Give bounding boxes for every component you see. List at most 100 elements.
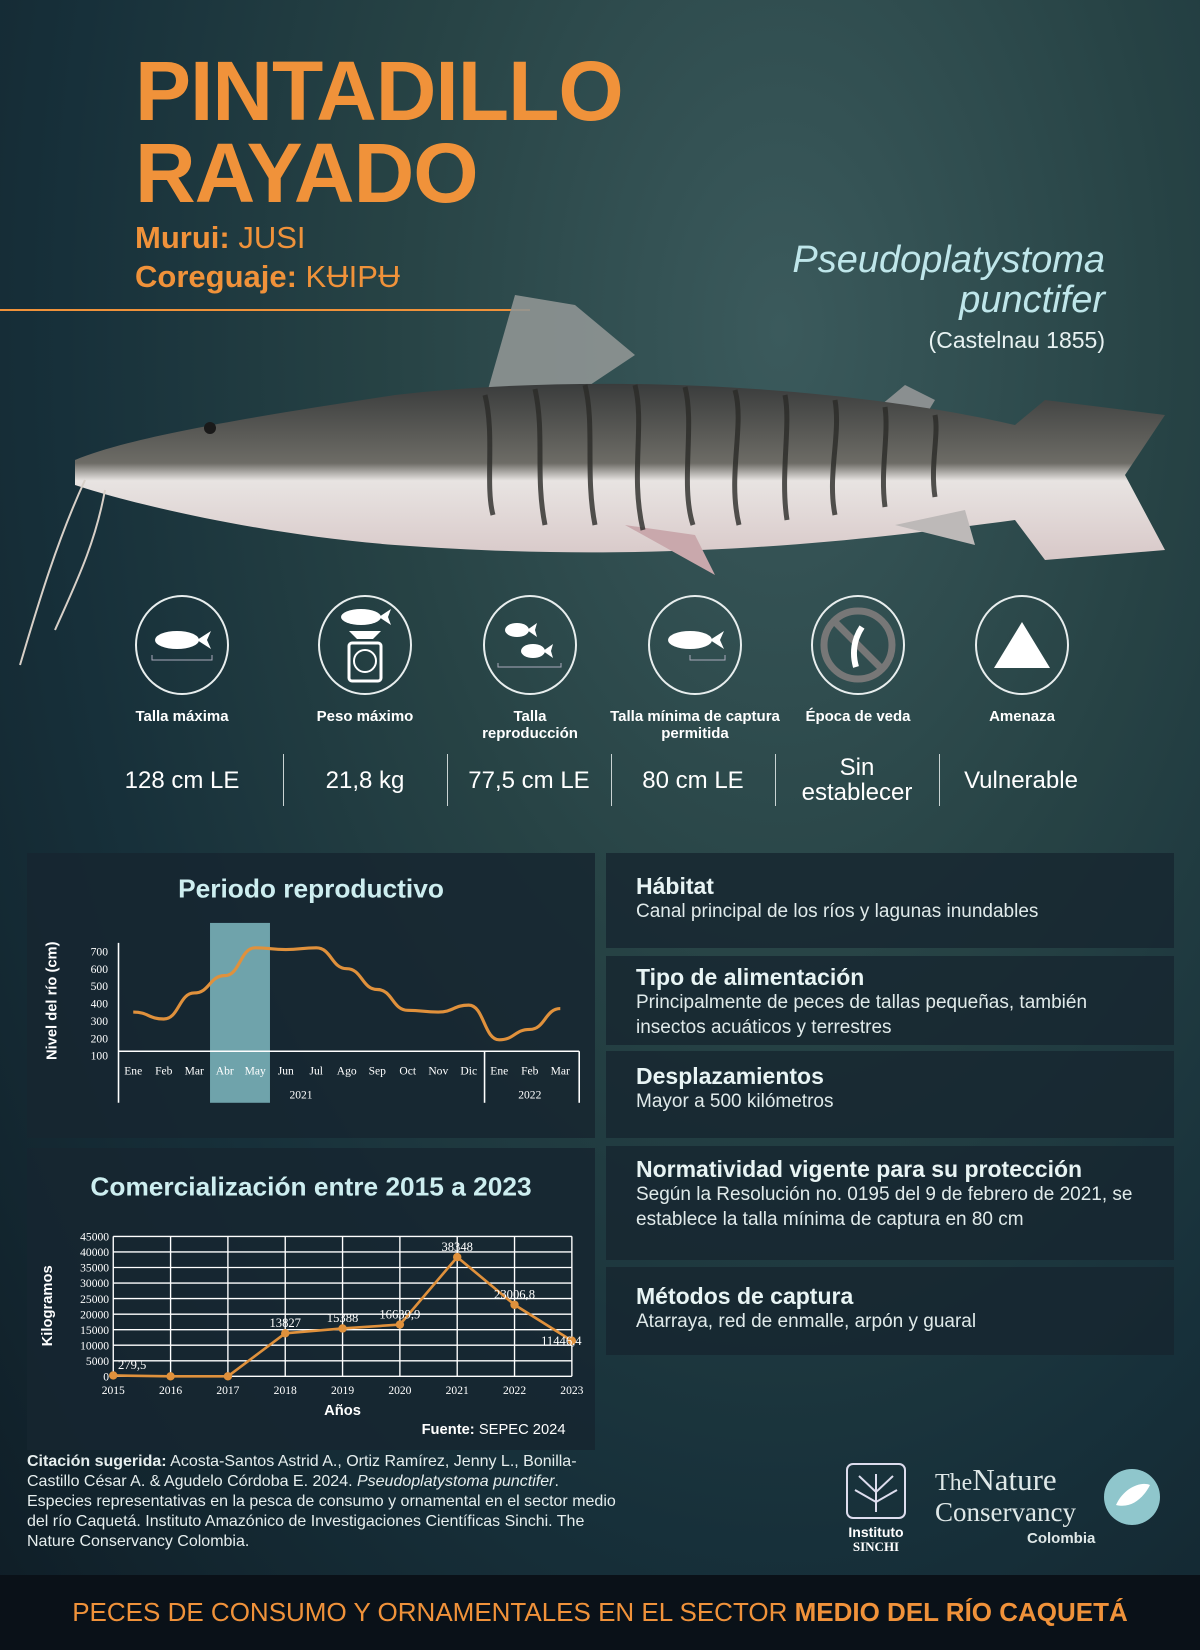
x-tick-label: 2016 [159,1384,182,1397]
info-feeding: Tipo de alimentación Principalmente de pe… [606,956,1174,1045]
data-point [510,1300,519,1309]
scientific-name: Pseudoplatystoma punctifer [792,240,1105,320]
info-text: Principalmente de peces de tallas pequeñ… [636,992,1088,1038]
y-tick-label: 5000 [86,1355,109,1368]
stat-value: 80 cm LE [642,766,744,794]
source-value: SEPEC 2024 [479,1422,566,1438]
footer-bold: MEDIO DEL RÍO CAQUETÁ [794,1597,1128,1627]
tnc-the: The [935,1470,973,1496]
data-point [395,1320,405,1329]
y-tick-label: 40000 [80,1246,109,1259]
x-tick-label: May [245,1064,266,1077]
stat-value: 77,5 cm LE [468,766,590,794]
tnc-nature: Nature [972,1462,1057,1497]
info-text: Atarraya, red de enmalle, arpón y guaral [636,1311,977,1332]
x-tick-label: 2019 [331,1384,354,1397]
x-tick-label: 2018 [274,1384,297,1397]
y-axis-label: Nivel del río (cm) [44,941,60,1060]
y-tick-label: 20000 [80,1308,109,1321]
y-tick-label: 400 [91,998,109,1011]
stat-value: 21,8 kg [325,766,405,794]
footer-text: PECES DE CONSUMO Y ORNAMENTALES EN EL SE… [72,1597,795,1627]
coreguaje-value: KɄIPɄ [305,259,401,294]
y-tick-label: 0 [103,1371,109,1384]
data-point [453,1252,462,1262]
y-tick-label: 200 [91,1032,109,1045]
x-tick-label: 2023 [560,1384,583,1397]
y-tick-label: 45000 [80,1231,109,1244]
stat-value: Sin establecer [801,754,913,806]
citation-authors: Acosta-Santos Astrid A., Ortiz Ramírez, … [27,1453,577,1490]
y-axis-label: Kilogramos [40,1265,56,1346]
x-tick-label: 2020 [388,1384,411,1397]
data-point [281,1329,290,1338]
y-tick-label: 15000 [80,1324,109,1337]
stat-label: Época de veda [805,708,911,725]
reproductive-period-panel: Periodo reproductivo Nivel del río (cm) … [27,853,595,1138]
data-point [166,1372,175,1381]
commercialization-chart: Comercialización entre 2015 a 2023 Kilog… [40,1171,583,1438]
info-regulation: Normatividad vigente para su protección S… [606,1146,1174,1260]
x-tick-label: Feb [155,1064,173,1077]
info-title: Hábitat [636,873,714,899]
year-label: 2021 [289,1089,312,1102]
commercialization-panel: Comercialización entre 2015 a 2023 Kilog… [27,1148,595,1450]
y-tick-label: 10000 [80,1339,109,1352]
divider [447,754,448,806]
stat-label: Talla reproducción [482,708,578,742]
info-title: Normatividad vigente para su protección [636,1156,1083,1182]
x-tick-label: Oct [399,1064,416,1077]
info-text: Según la Resolución no. 0195 del 9 de fe… [636,1184,1133,1230]
murui-value: JUSI [238,220,306,255]
x-tick-label: Feb [521,1064,539,1077]
source-label: Fuente: [422,1422,475,1438]
murui-name: Murui: JUSI [135,220,306,256]
info-habitat: Hábitat Canal principal de los ríos y lag… [606,853,1174,948]
data-label: 38348 [441,1240,473,1254]
source-note: Fuente: SEPEC 2024 [422,1422,566,1438]
tnc-logo: TheNature Conservancy Colombia [935,1462,1175,1547]
stat-label: Peso máximo [316,708,414,725]
divider [283,754,284,806]
x-tick-label: Ago [337,1064,357,1077]
sinchi-logo: Instituto SINCHI [842,1462,910,1554]
species-author: (Castelnau 1855) [928,327,1105,353]
x-tick-label: Jun [278,1064,294,1077]
divider [939,754,940,806]
x-tick-label: 2015 [102,1384,125,1397]
data-label: 13827 [269,1316,301,1330]
y-tick-label: 500 [91,980,109,993]
data-point [223,1372,233,1381]
y-tick-label: 30000 [80,1277,109,1290]
data-point [109,1371,118,1380]
x-tick-label: Mar [185,1064,204,1077]
title-line-1: PINTADILLO [135,44,624,138]
divider-line [0,309,530,311]
chart-title: Comercialización entre 2015 a 2023 [90,1171,531,1201]
x-tick-label: 2021 [446,1384,469,1397]
two-fish-icon [483,595,577,695]
stat-value: Vulnerable [964,766,1078,794]
genus: Pseudoplatystoma [792,239,1105,281]
stat-label: Amenaza [989,708,1055,725]
info-text: Mayor a 500 kilómetros [636,1091,834,1112]
triangle-threat-icon [975,595,1069,695]
info-title: Métodos de captura [636,1283,854,1309]
y-tick-label: 100 [91,1050,109,1063]
x-tick-label: Abr [216,1064,234,1077]
citation-species: Pseudoplatystoma punctifer [356,1473,555,1490]
x-tick-label: Nov [428,1064,448,1077]
epithet: punctifer [959,279,1105,321]
citation-rest: . Especies representativas en la pesca d… [27,1473,616,1550]
data-point [567,1336,577,1345]
murui-label: Murui: [135,220,230,255]
x-tick-label: Sep [369,1064,387,1077]
x-tick-label: Mar [551,1064,570,1077]
data-label: 23006,8 [494,1287,535,1301]
stat-value: 128 cm LE [124,766,240,794]
info-title: Tipo de alimentación [636,964,865,990]
info-title: Desplazamientos [636,1063,824,1089]
fish-min-length-icon [648,595,742,695]
x-tick-label: Ene [124,1064,142,1077]
tnc-country: Colombia [1027,1530,1096,1547]
